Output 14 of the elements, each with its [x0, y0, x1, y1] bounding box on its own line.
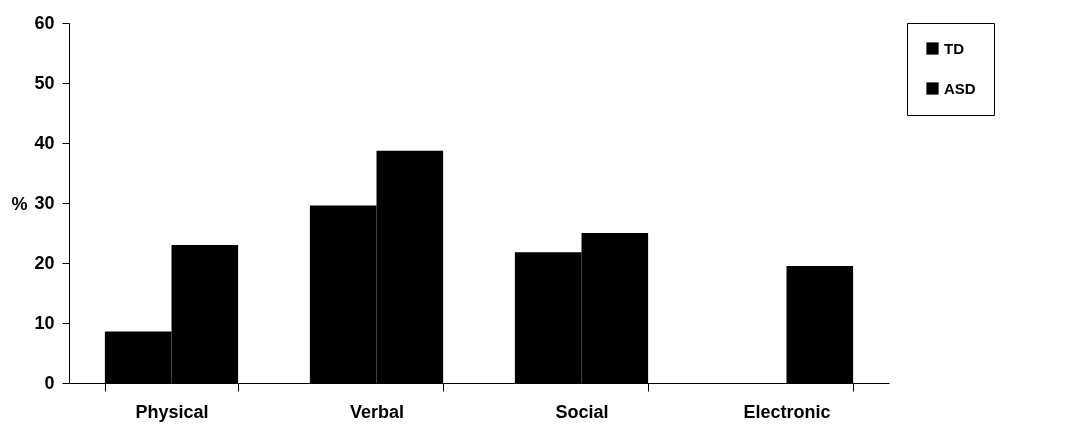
x-tick-label: Social	[555, 401, 609, 422]
y-axis-title: %	[11, 193, 28, 214]
y-tick-label: 50	[34, 72, 55, 93]
legend-label: ASD	[944, 79, 976, 97]
y-tick-label: 0	[44, 372, 55, 393]
y-tick-label: 10	[34, 312, 55, 333]
y-tick-label: 40	[34, 132, 55, 153]
y-tick-label: 20	[34, 252, 55, 273]
x-tick-label: Verbal	[349, 401, 405, 422]
y-tick-label: 60	[34, 12, 55, 33]
x-tick-label: Physical	[135, 401, 209, 422]
legend-label: TD	[944, 39, 965, 57]
y-tick-label: 30	[34, 192, 55, 213]
x-tick-label: Electronic	[743, 401, 831, 422]
